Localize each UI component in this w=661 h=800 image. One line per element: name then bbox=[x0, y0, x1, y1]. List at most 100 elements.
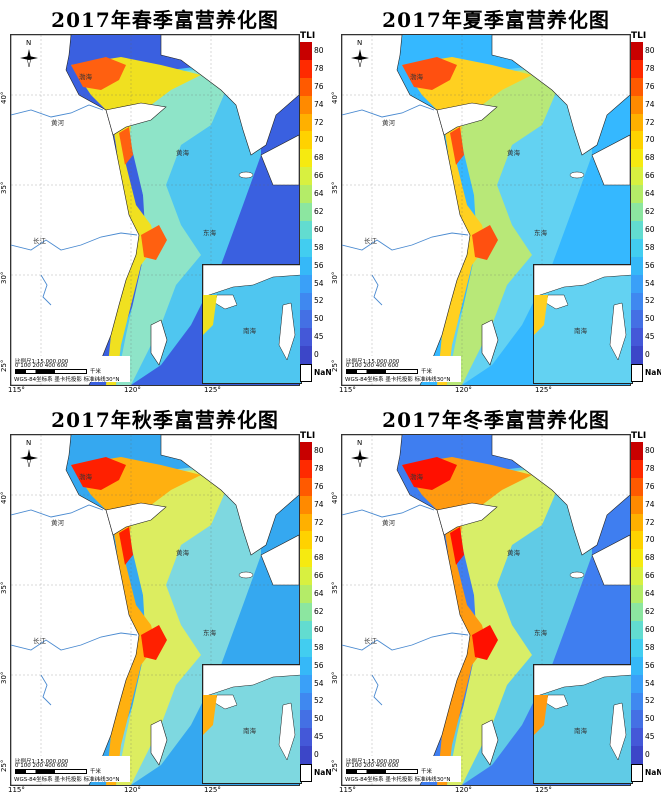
bohai-hotspot bbox=[402, 57, 457, 90]
lon-tick: 125° bbox=[535, 786, 552, 794]
lat-tick: 30° bbox=[331, 271, 339, 284]
panel-title: 2017年春季富营养化图 bbox=[51, 8, 279, 32]
label-changjiang: 长江 bbox=[33, 237, 46, 245]
legend-swatch bbox=[300, 328, 312, 347]
legend-tick: 80 bbox=[645, 445, 655, 455]
yangtze-river bbox=[342, 632, 469, 651]
legend-swatch bbox=[300, 442, 312, 460]
tli-map: 渤海 黄河 黄海 东海 长江 N bbox=[341, 34, 631, 386]
yellow-river bbox=[342, 504, 435, 518]
label-southsea: 南海 bbox=[574, 327, 587, 335]
moderate-water bbox=[447, 470, 557, 785]
label-bohai: 渤海 bbox=[410, 73, 423, 81]
legend-tick: 52 bbox=[645, 696, 655, 706]
north-arrow: N bbox=[17, 39, 41, 71]
lat-tick: 30° bbox=[0, 671, 8, 684]
legend-tick: 64 bbox=[645, 589, 655, 599]
lon-tick: 125° bbox=[204, 386, 221, 394]
label-changjiang: 长江 bbox=[364, 237, 377, 245]
taiwan-island bbox=[481, 719, 499, 766]
legend-swatch bbox=[631, 346, 643, 365]
legend-swatch bbox=[300, 131, 312, 150]
lon-tick: 115° bbox=[8, 386, 25, 394]
scale-crs: WGS-84坐标系 墨卡托投影 标准纬线30°N bbox=[345, 777, 451, 783]
legend-title: TLI bbox=[631, 431, 647, 441]
legend-title: TLI bbox=[631, 31, 647, 41]
season-panel: 2017年冬季富营养化图 渤海 黄河 黄海 东海 长江 N 南海 比例尺1:15,000,000… bbox=[331, 400, 661, 800]
legend-swatch bbox=[300, 203, 312, 221]
lat-tick: 30° bbox=[331, 671, 339, 684]
shandong-peninsula bbox=[436, 502, 498, 536]
coastal-water bbox=[402, 457, 532, 785]
legend-swatch bbox=[631, 638, 643, 657]
legend-swatch bbox=[631, 203, 643, 221]
legend-tick: NaN bbox=[314, 368, 332, 378]
legend-swatch bbox=[300, 346, 312, 365]
lat-tick: 35° bbox=[331, 181, 339, 194]
scale-box: 比例尺1:15,000,000 0 100 200 400 600 千米 WGS-84… bbox=[343, 756, 461, 783]
lat-tick: 40° bbox=[0, 91, 8, 104]
legend-swatch bbox=[300, 113, 312, 132]
lat-tick: 40° bbox=[0, 491, 8, 504]
legend-tick: 45 bbox=[314, 732, 324, 742]
south-sea-inset: 南海 bbox=[202, 664, 302, 784]
legend-swatch bbox=[300, 728, 312, 747]
legend-tick: 68 bbox=[645, 553, 655, 563]
jeju-island bbox=[569, 571, 585, 579]
legend-swatch bbox=[631, 256, 643, 275]
tli-map: 渤海 黄河 黄海 东海 长江 N bbox=[341, 434, 631, 786]
legend-swatch bbox=[631, 131, 643, 150]
legend-tick: 54 bbox=[645, 278, 655, 288]
legend-tick: NaN bbox=[314, 768, 332, 778]
legend-swatch bbox=[300, 274, 312, 293]
legend-swatch bbox=[631, 442, 643, 460]
coast-hotspot bbox=[119, 127, 133, 165]
legend-swatch bbox=[300, 674, 312, 693]
legend-swatch bbox=[631, 495, 643, 514]
legend-tick: 78 bbox=[645, 63, 655, 73]
legend-swatch bbox=[631, 531, 643, 550]
north-label: N bbox=[26, 39, 32, 47]
scale-ratio: 比例尺1:15,000,000 bbox=[15, 359, 69, 365]
coastal-water bbox=[402, 57, 532, 385]
legend-tick: 54 bbox=[314, 278, 324, 288]
legend-tick: 70 bbox=[645, 135, 655, 145]
season-panel: 2017年夏季富营养化图 渤海 黄河 黄海 东海 长江 N 南海 比例尺1:15,000,000… bbox=[331, 0, 661, 400]
scale-ratio: 比例尺1:15,000,000 bbox=[346, 759, 400, 765]
legend-tick: 74 bbox=[645, 499, 655, 509]
legend-tick: 62 bbox=[314, 607, 324, 616]
korea-land bbox=[160, 35, 299, 156]
label-southsea: 南海 bbox=[243, 727, 256, 735]
estuary-hotspot bbox=[472, 225, 498, 260]
japan-land bbox=[260, 534, 299, 586]
bohai-hotspot bbox=[71, 57, 126, 90]
scale-bar bbox=[346, 769, 418, 774]
scale-box: 比例尺1:15,000,000 0 100 200 400 600 千米 WGS-84… bbox=[12, 756, 130, 783]
legend-tick: 45 bbox=[645, 732, 655, 742]
season-panel: 2017年秋季富营养化图 渤海 黄河 黄海 东海 长江 N 南海 比例尺1:15,000,000… bbox=[0, 400, 332, 800]
legend-tick: 62 bbox=[314, 207, 324, 216]
yangtze-river bbox=[342, 232, 469, 251]
label-eastsea: 东海 bbox=[203, 629, 216, 637]
legend-swatch bbox=[631, 674, 643, 693]
legend-tick: 64 bbox=[314, 589, 324, 599]
lat-tick: 25° bbox=[0, 759, 8, 772]
label-bohai: 渤海 bbox=[79, 473, 92, 481]
lon-tick: 115° bbox=[339, 386, 356, 394]
japan-land bbox=[591, 534, 630, 586]
legend-swatch bbox=[631, 746, 643, 765]
legend-swatch bbox=[300, 256, 312, 275]
legend-tick: 72 bbox=[314, 117, 324, 127]
legend-swatch bbox=[631, 620, 643, 639]
coastal-water bbox=[71, 57, 201, 385]
north-label: N bbox=[26, 439, 32, 447]
legend-swatch bbox=[631, 220, 643, 239]
legend-swatch bbox=[300, 603, 312, 621]
legend-tick: 72 bbox=[314, 517, 324, 527]
legend-swatch bbox=[631, 364, 643, 382]
legend-swatch bbox=[300, 585, 312, 604]
legend-swatch bbox=[300, 638, 312, 657]
legend-tick: NaN bbox=[645, 368, 661, 378]
legend-tick: 50 bbox=[314, 714, 324, 724]
moderate-water bbox=[447, 70, 557, 385]
